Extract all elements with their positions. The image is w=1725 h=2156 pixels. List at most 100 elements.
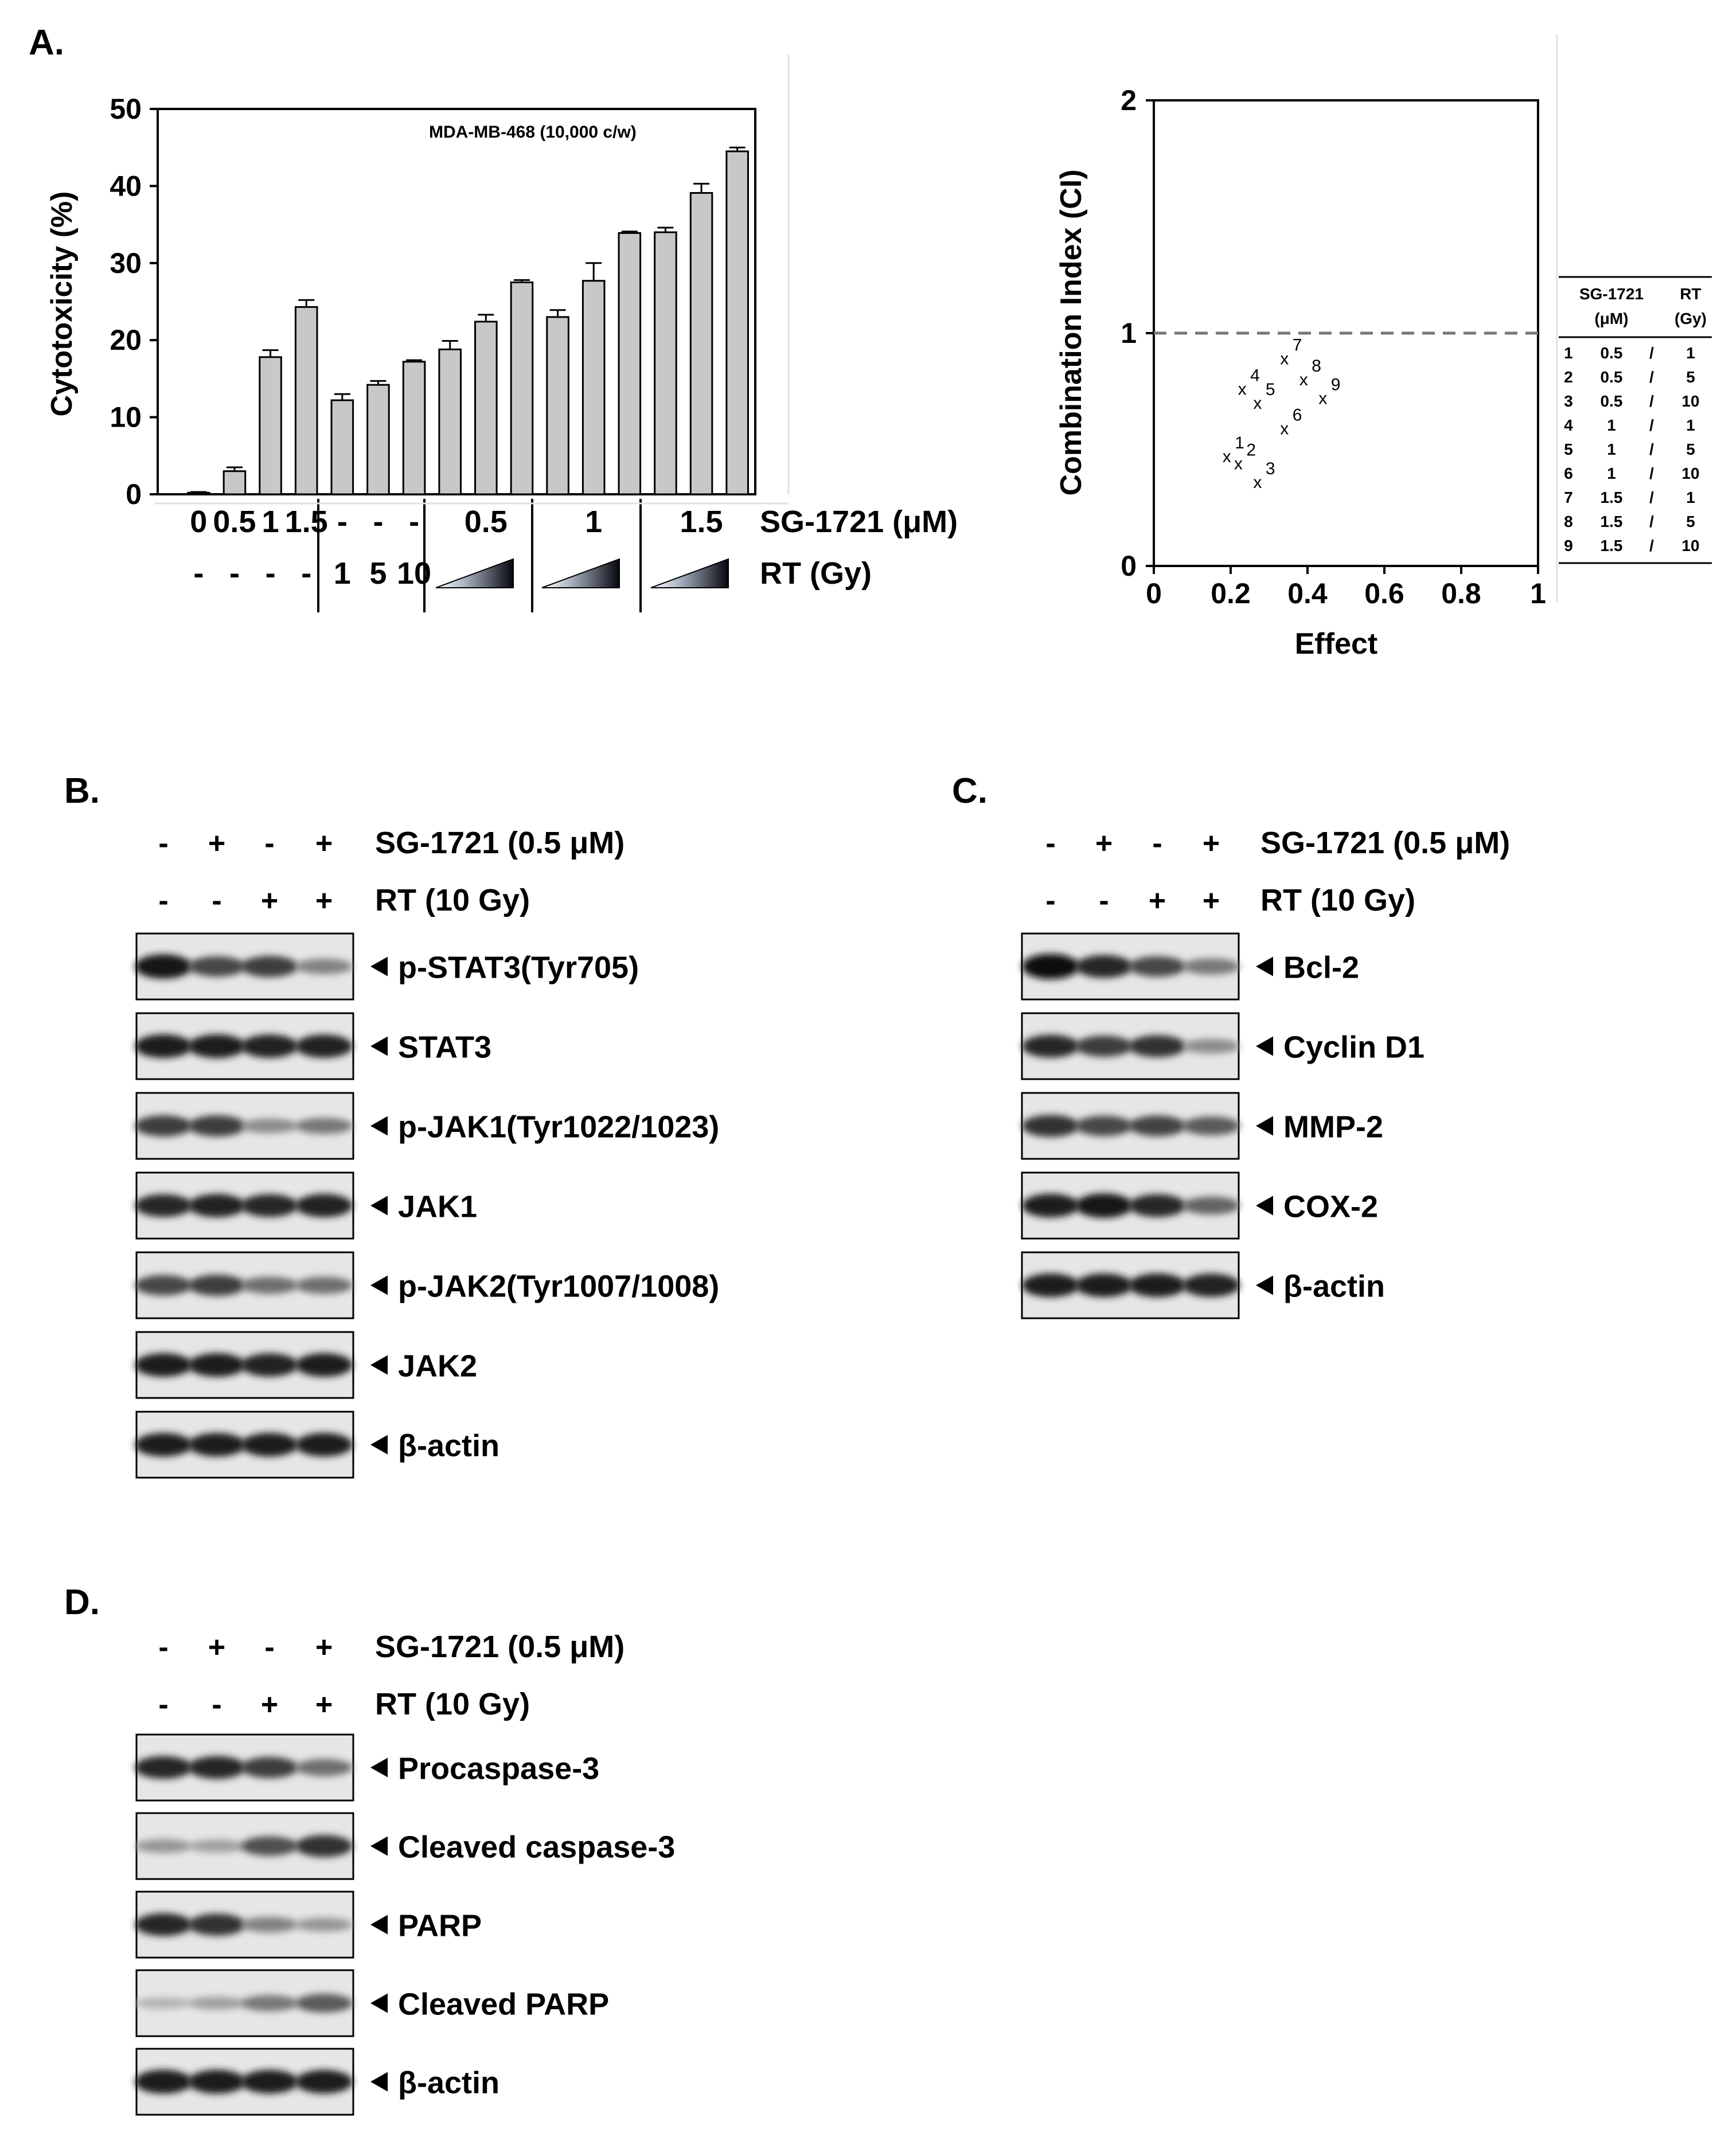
bar <box>510 281 534 495</box>
protein-band <box>241 1276 298 1294</box>
ci-chart-y-ticks: 0 1 2 <box>1121 84 1154 582</box>
blot-protein-label: β-actin <box>398 1429 499 1463</box>
table-header-sg-unit: (μM) <box>1594 310 1628 327</box>
table-cell: / <box>1649 440 1654 458</box>
protein-band <box>1182 958 1240 975</box>
protein-band <box>1129 1194 1186 1217</box>
rt-dose-row-label: RT (Gy) <box>760 556 872 591</box>
table-cell: 1 <box>1686 416 1695 434</box>
protein-band <box>135 1194 192 1217</box>
blot-protein-label: β-actin <box>1283 1270 1385 1304</box>
bar <box>223 470 247 495</box>
protein-band <box>241 1995 298 2012</box>
table-cell: 0.5 <box>1601 368 1623 386</box>
arrow-left-icon <box>370 1196 388 1216</box>
treatment-label: RT (10 Gy) <box>375 883 530 917</box>
blot-protein-label: Cleaved caspase-3 <box>398 1830 675 1865</box>
table-cell: 0.5 <box>1601 344 1623 362</box>
rt-dose-wedge <box>650 558 729 588</box>
arrow-left-icon <box>370 1836 388 1856</box>
bar <box>581 280 606 495</box>
ci-point-marker: x <box>1280 350 1289 369</box>
protein-band <box>1075 1273 1133 1298</box>
bar <box>725 150 749 495</box>
blot-protein-label: MMP-2 <box>1283 1110 1383 1145</box>
ci-x-tick-label: 0.8 <box>1441 577 1481 610</box>
blot-protein-label: STAT3 <box>398 1030 491 1065</box>
treatment-sign: - <box>1045 884 1055 917</box>
protein-band <box>135 1756 192 1779</box>
treatment-sign: + <box>315 1631 333 1664</box>
treatment-sign: - <box>212 884 221 917</box>
ci-legend-table: SG-1721 RT (μM) (Gy) 1 0.5 / 1 2 0.5 / 5 3 0.5 / 10… <box>1559 276 1712 564</box>
protein-band <box>135 2069 192 2094</box>
protein-band <box>188 1353 245 1377</box>
protein-band <box>295 1917 353 1932</box>
blot-protein-label: Cleaved PARP <box>398 1987 609 2022</box>
rt-dose-label: - <box>301 556 311 591</box>
ci-y-tick-label: 0 <box>1121 550 1137 582</box>
protein-band <box>135 1353 192 1377</box>
table-cell: 10 <box>1681 464 1699 482</box>
bar <box>689 192 713 495</box>
protein-band <box>1182 1274 1240 1297</box>
arrow-left-icon <box>1256 1275 1273 1295</box>
protein-band <box>135 954 192 979</box>
protein-band <box>135 1275 192 1296</box>
table-header-rt: RT <box>1680 285 1701 303</box>
treatment-label: SG-1721 (0.5 μM) <box>1260 826 1510 860</box>
blot-protein-label: JAK2 <box>398 1349 477 1384</box>
ci-point-label: 6 <box>1293 405 1302 424</box>
bar <box>438 348 462 495</box>
treatment-sign: + <box>208 1631 225 1664</box>
ci-point-marker: x <box>1253 473 1262 492</box>
table-cell: 1.5 <box>1601 537 1623 554</box>
ci-point-label: 9 <box>1331 376 1341 395</box>
sg-dose-label: 1 <box>585 505 602 539</box>
ci-point-marker: x <box>1280 419 1289 438</box>
protein-band <box>241 2069 298 2094</box>
treatment-label: RT (10 Gy) <box>375 1687 530 1721</box>
table-cell: / <box>1649 513 1654 530</box>
ci-chart-x-ticks: 0 0.2 0.4 0.6 0.8 1 <box>1146 566 1546 610</box>
sg-dose-label: 0.5 <box>465 505 508 539</box>
table-cell: / <box>1649 464 1654 482</box>
ci-x-tick-label: 0.2 <box>1211 577 1251 610</box>
sg-dose-label: 1.5 <box>285 505 328 539</box>
arrow-left-icon <box>370 1036 388 1056</box>
protein-band <box>295 1118 353 1134</box>
ci-chart-x-axis-title: Effect <box>1295 627 1377 661</box>
bar <box>654 231 677 495</box>
protein-band <box>1022 1273 1079 1298</box>
protein-band <box>188 1115 245 1136</box>
table-cell: 2 <box>1564 368 1573 386</box>
ci-point-label: 7 <box>1293 336 1302 355</box>
protein-band <box>241 1034 298 1058</box>
arrow-left-icon <box>1256 1036 1273 1056</box>
y-tick-label: 20 <box>110 324 142 356</box>
sg-dose-label: - <box>409 505 419 539</box>
treatment-sign: + <box>315 884 333 917</box>
protein-band <box>295 2069 353 2094</box>
protein-band <box>1075 955 1133 978</box>
protein-band <box>1182 1196 1240 1215</box>
treatment-sign: - <box>264 1631 274 1664</box>
ci-point-label: 1 <box>1235 433 1244 452</box>
rt-dose-wedge <box>541 558 620 588</box>
ci-x-tick-label: 1 <box>1530 577 1546 610</box>
ci-x-tick-label: 0.4 <box>1287 577 1328 610</box>
bar <box>618 232 642 495</box>
rt-dose-wedge <box>435 558 514 588</box>
treatment-sign: - <box>1152 827 1162 860</box>
ci-point-marker: x <box>1234 454 1243 473</box>
table-cell: 1 <box>1564 344 1573 362</box>
protein-band <box>295 1194 353 1217</box>
protein-band <box>1129 1115 1186 1136</box>
arrow-left-icon <box>370 1757 388 1778</box>
treatment-sign: - <box>1045 827 1055 860</box>
protein-band <box>188 1194 245 1217</box>
protein-band <box>1129 1273 1186 1298</box>
bar-chart-annotation: MDA-MB-468 (10,000 c/w) <box>429 123 637 142</box>
table-cell: 9 <box>1564 537 1573 554</box>
